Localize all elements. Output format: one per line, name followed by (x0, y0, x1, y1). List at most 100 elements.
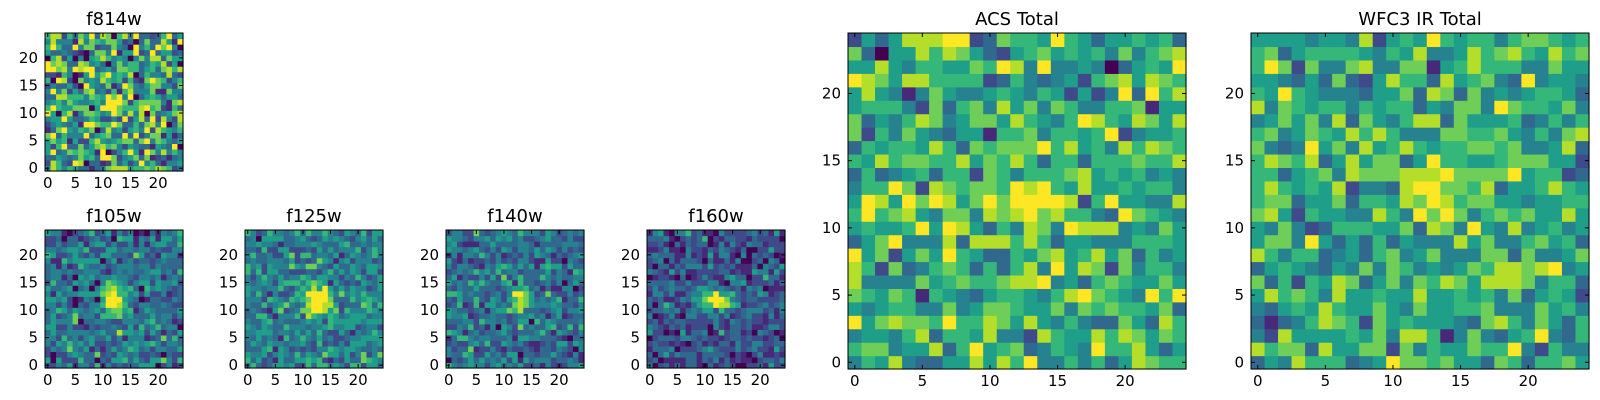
heatmap-cell (1077, 73, 1092, 88)
heatmap-cell (1467, 113, 1482, 128)
heatmap-cell (1318, 153, 1333, 168)
heatmap-cell (116, 301, 123, 308)
heatmap-cell (160, 290, 168, 297)
heatmap-cell (155, 246, 162, 253)
heatmap-cell (556, 246, 563, 253)
heatmap-cell (685, 318, 692, 325)
heatmap-cell (1534, 355, 1550, 370)
heatmap-cell (779, 323, 786, 330)
heatmap-cell (506, 323, 513, 330)
heatmap-cell (1050, 59, 1065, 74)
heatmap-cell (133, 66, 140, 73)
heatmap-cell (72, 241, 79, 248)
heatmap-cell (72, 110, 79, 117)
heatmap-cell (61, 246, 68, 253)
heatmap-cell (78, 329, 85, 336)
heatmap-cell (691, 323, 698, 330)
heatmap-cell (138, 71, 145, 78)
heatmap-cell (105, 268, 112, 275)
heatmap-cell (479, 268, 486, 275)
heatmap-cell (138, 312, 145, 319)
heatmap-cell (969, 221, 984, 236)
heatmap-cell (83, 296, 90, 303)
heatmap-cell (245, 312, 252, 319)
heatmap-cell (1413, 274, 1428, 289)
heatmap-cell (144, 356, 151, 364)
axes-frame (847, 32, 1187, 370)
heatmap-cell (78, 323, 85, 330)
heatmap-cell (691, 241, 698, 248)
heatmap-cell (652, 351, 659, 358)
heatmap-cell (691, 246, 698, 253)
heatmap-cell (1145, 86, 1160, 101)
heatmap-cell (1413, 100, 1428, 115)
heatmap-cell (1172, 46, 1187, 61)
heatmap-cell (1467, 261, 1482, 276)
heatmap-cell (1575, 73, 1590, 88)
heatmap-cell (888, 86, 903, 101)
heatmap-cell (501, 301, 508, 308)
heatmap-cell (1507, 301, 1522, 316)
heatmap-cell (561, 296, 569, 303)
heatmap-cell (768, 318, 775, 325)
heatmap-cell (523, 318, 530, 325)
heatmap-cell (956, 355, 971, 370)
heatmap-cell (1305, 315, 1320, 330)
heatmap-cell (724, 274, 731, 281)
heatmap-cell (155, 60, 162, 67)
heatmap-cell (338, 296, 345, 303)
heatmap-cell (724, 290, 731, 297)
heatmap-cell (691, 356, 698, 364)
heatmap-cell (696, 345, 703, 353)
heatmap-cell (506, 268, 513, 275)
heatmap-cell (89, 263, 96, 270)
heatmap-cell (83, 60, 90, 67)
heatmap-cell (1453, 167, 1468, 182)
heatmap-cell (155, 340, 162, 347)
heatmap-cell (875, 86, 890, 101)
heatmap-cell (138, 230, 145, 237)
heatmap-cell (696, 241, 703, 248)
heatmap-cell (888, 261, 903, 276)
heatmap-cell (166, 246, 173, 253)
heatmap-cell (344, 274, 351, 281)
heatmap-cell (155, 77, 162, 84)
heatmap-cell (94, 148, 101, 156)
heatmap-cell (1037, 315, 1052, 330)
heatmap-cell (652, 285, 659, 292)
heatmap-cell (166, 241, 173, 248)
heatmap-cell (495, 301, 502, 308)
heatmap-cell (1131, 127, 1147, 142)
heatmap-cell (83, 104, 90, 111)
heatmap-cell (773, 263, 781, 270)
heatmap-cell (1413, 73, 1428, 88)
heatmap-cell (111, 356, 118, 364)
heatmap-cell (1534, 221, 1550, 236)
heatmap-cell (371, 334, 379, 341)
heatmap-cell (1131, 248, 1147, 263)
heatmap-cell (56, 329, 63, 336)
heatmap-cell (983, 180, 998, 195)
heatmap-cell (1494, 113, 1509, 128)
heatmap-cell (72, 115, 79, 122)
heatmap-cell (523, 268, 530, 275)
heatmap-cell (333, 241, 340, 248)
heatmap-cell (305, 323, 312, 330)
heatmap-cell (177, 159, 184, 167)
heatmap-cell (160, 49, 168, 56)
heatmap-cell (171, 93, 179, 100)
heatmap-cell (78, 82, 85, 89)
heatmap-cell (746, 312, 753, 319)
heatmap-cell (50, 318, 57, 325)
heatmap-cell (495, 307, 502, 314)
heatmap-cell (144, 88, 151, 95)
heatmap-cell (278, 351, 285, 358)
heatmap-cell (322, 356, 329, 364)
heatmap-cell (702, 263, 709, 270)
heatmap-cell (751, 285, 758, 292)
heatmap-cell (366, 285, 373, 292)
heatmap-cell (1548, 140, 1563, 155)
heatmap-cell (457, 279, 464, 286)
heatmap-cell (171, 60, 179, 67)
heatmap-cell (685, 257, 692, 264)
